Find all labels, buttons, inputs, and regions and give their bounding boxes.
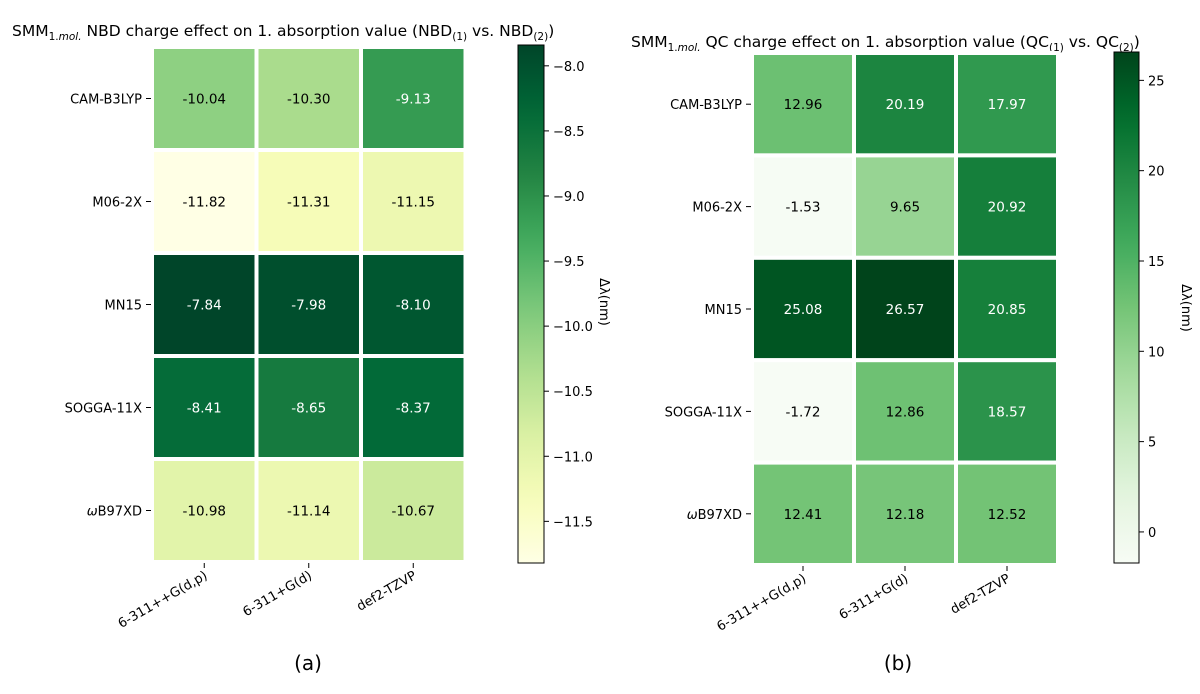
heatmap-cell [852, 153, 958, 260]
cell-value-label: -10.30 [287, 92, 331, 108]
colorbar-tick-label: −8.0 [553, 60, 585, 75]
colorbar-tick-label: 25 [1148, 74, 1165, 89]
colorbar-label: Δλ(nm) [596, 278, 611, 326]
heatmap-cell [852, 255, 958, 363]
colorbar-tick-label: −9.0 [553, 190, 585, 205]
y-tick-label: SOGGA-11X [665, 405, 742, 420]
cell-value-label: 20.19 [886, 97, 925, 113]
colorbar [517, 44, 545, 564]
cell-value-label: -11.15 [391, 195, 435, 211]
colorbar-tick-label: −10.0 [553, 320, 593, 335]
chart-title: SMM1.mol. QC charge effect on 1. absorpt… [631, 33, 1140, 54]
heatmap-cell [750, 51, 856, 158]
x-tick-label: def2-TZVP [354, 568, 419, 614]
colorbar-tick-label: −9.5 [553, 255, 585, 270]
cell-value-label: -9.13 [396, 92, 431, 108]
colorbar-tick-label: 0 [1148, 526, 1156, 541]
colorbar-tick-label: −10.5 [553, 385, 593, 400]
cell-value-label: -8.37 [396, 401, 431, 417]
heatmap-cell [254, 251, 363, 358]
cell-value-label: 26.57 [886, 302, 925, 318]
y-tick-label: ωB97XD [687, 508, 742, 523]
cell-value-label: 12.86 [886, 404, 925, 420]
cell-value-label: -10.04 [182, 92, 226, 108]
cell-value-label: -7.84 [187, 298, 222, 314]
colorbar-label: Δλ(nm) [1178, 284, 1193, 332]
colorbar-tick-label: −11.5 [553, 515, 593, 530]
y-tick-label: CAM-B3LYP [70, 93, 142, 108]
cell-value-label: -1.72 [786, 404, 821, 420]
colorbar [1113, 51, 1140, 564]
heatmap-cell [750, 255, 856, 363]
y-tick-label: M06-2X [692, 201, 742, 216]
heatmap-panel-a: SMM1.mol. NBD charge effect on 1. absorp… [12, 22, 611, 675]
colorbar-tick-label: −8.5 [553, 125, 585, 140]
cell-value-label: -8.41 [187, 401, 222, 417]
cell-value-label: -11.31 [287, 195, 331, 211]
heatmap-cell [954, 255, 1060, 363]
cell-value-label: -7.98 [291, 298, 326, 314]
cell-value-label: 20.92 [988, 200, 1027, 216]
panel-label: (a) [294, 651, 322, 675]
x-tick-label: 6-311++G(d,p) [116, 568, 210, 631]
y-tick-label: SOGGA-11X [65, 402, 142, 417]
heatmap-cell [750, 460, 856, 568]
x-tick-label: 6-311++G(d,p) [715, 571, 809, 634]
cell-value-label: 12.52 [988, 507, 1027, 523]
heatmap-cell [254, 457, 363, 564]
x-tick-label: def2-TZVP [948, 571, 1013, 617]
heatmap-cell [954, 51, 1060, 158]
y-tick-label: ωB97XD [87, 505, 142, 520]
x-tick-label: 6-311+G(d) [240, 568, 314, 620]
heatmap-cell [150, 457, 259, 564]
heatmap-cell [359, 148, 468, 255]
cell-value-label: 17.97 [988, 97, 1027, 113]
heatmap-panel-b: SMM1.mol. QC charge effect on 1. absorpt… [631, 33, 1193, 675]
cell-value-label: -11.82 [182, 195, 226, 211]
heatmap-cell [150, 354, 259, 461]
heatmap-cell [359, 354, 468, 461]
y-tick-label: CAM-B3LYP [670, 98, 742, 113]
cell-value-label: -11.14 [287, 504, 331, 520]
cell-value-label: 25.08 [784, 302, 823, 318]
cell-value-label: -8.10 [396, 298, 431, 314]
colorbar-tick-label: 10 [1148, 345, 1165, 360]
colorbar-tick-label: 15 [1148, 255, 1165, 270]
chart-title: SMM1.mol. NBD charge effect on 1. absorp… [12, 22, 554, 43]
y-tick-label: MN15 [105, 299, 142, 314]
cell-value-label: 12.41 [784, 507, 823, 523]
cell-value-label: -10.98 [182, 504, 226, 520]
cell-value-label: 12.96 [784, 97, 823, 113]
cell-value-label: 12.18 [886, 507, 925, 523]
cell-value-label: -10.67 [391, 504, 435, 520]
cell-value-label: 20.85 [988, 302, 1027, 318]
x-tick-label: 6-311+G(d) [837, 571, 911, 623]
colorbar-tick-label: 5 [1148, 436, 1156, 451]
cell-value-label: 18.57 [988, 404, 1027, 420]
y-tick-label: M06-2X [92, 196, 142, 211]
cell-value-label: 9.65 [890, 200, 920, 216]
heatmap-cell [359, 457, 468, 564]
y-tick-label: MN15 [705, 303, 742, 318]
heatmap-cell [954, 358, 1060, 465]
colorbar-tick-label: 20 [1148, 165, 1165, 180]
cell-value-label: -8.65 [291, 401, 326, 417]
colorbar-tick-label: −11.0 [553, 450, 593, 465]
cell-value-label: -1.53 [786, 200, 821, 216]
heatmap-cell [954, 153, 1060, 260]
heatmap-cell [954, 460, 1060, 568]
panel-label: (b) [884, 651, 912, 675]
